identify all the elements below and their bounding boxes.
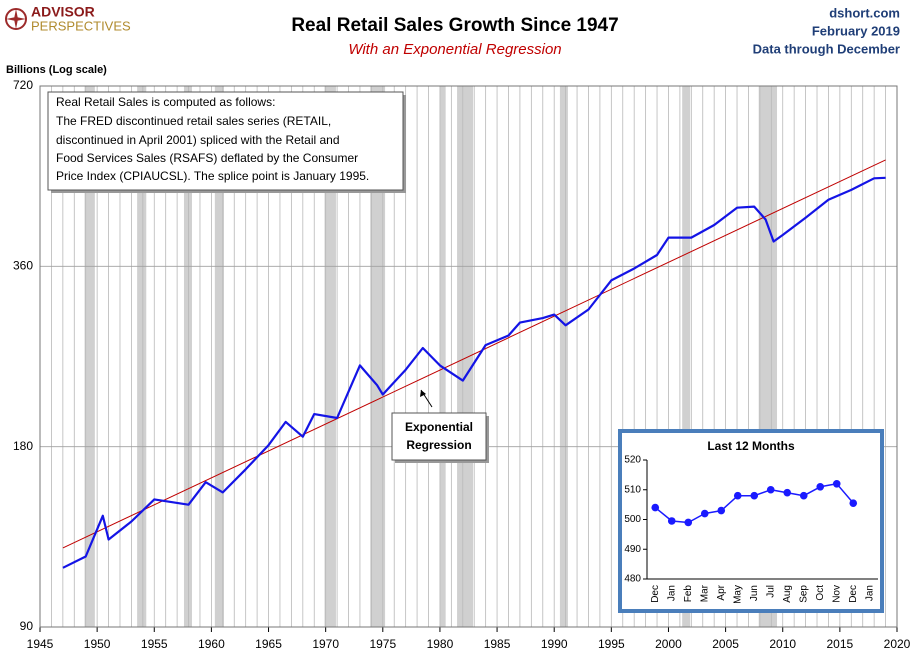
- y-tick-label: 720: [13, 78, 33, 92]
- inset-title: Last 12 Months: [707, 439, 795, 453]
- point: [700, 509, 709, 518]
- y-tick-label: 180: [13, 439, 33, 453]
- plot-frame: [39, 85, 898, 628]
- x-tick-label: Oct: [815, 585, 826, 601]
- series-line: [62, 176, 886, 569]
- x-tick-label: 2000: [655, 637, 682, 651]
- x-tick-label: 2005: [712, 637, 739, 651]
- recession-band: [439, 86, 446, 627]
- x-tick-label: 1965: [255, 637, 282, 651]
- chart-subtitle: With an Exponential Regression: [348, 41, 561, 58]
- x-tick-label: Feb: [683, 585, 694, 603]
- note-box: [47, 91, 404, 191]
- x-tick-label: 1980: [427, 637, 454, 651]
- x-tick-label: Jul: [765, 585, 776, 598]
- point: [684, 518, 693, 527]
- recession-band: [84, 86, 95, 627]
- recession-band: [370, 86, 386, 627]
- y-tick-label: 500: [624, 514, 641, 525]
- logo-top: ADVISOR: [31, 4, 95, 20]
- note-line: Real Retail Sales is computed as follows…: [56, 95, 275, 109]
- logo-bottom: PERSPECTIVES: [31, 18, 131, 33]
- recession-band: [682, 86, 691, 627]
- x-tick-label: Jan: [666, 585, 677, 601]
- x-tick-label: 1985: [484, 637, 511, 651]
- x-tick-label: 2015: [827, 637, 854, 651]
- x-tick-label: 1955: [141, 637, 168, 651]
- point: [651, 503, 660, 512]
- x-tick-label: 2010: [769, 637, 796, 651]
- y-tick-label: 510: [624, 484, 641, 495]
- x-tick-label: Jan: [864, 585, 875, 601]
- inset-frame: [618, 429, 884, 613]
- recession-band: [214, 86, 224, 627]
- point: [783, 488, 792, 497]
- regression-line: [62, 159, 886, 549]
- x-tick-label: Mar: [699, 584, 710, 602]
- overlay: Real Retail Sales is computed as follows…: [47, 91, 884, 613]
- x-tick-label: 1990: [541, 637, 568, 651]
- x-tick-label: 2020: [884, 637, 910, 651]
- point: [750, 491, 759, 500]
- inset-plot: 480 490 500 510 520 Dec Jan Feb Mar Apr May Jun Jul A…: [624, 455, 878, 604]
- x-tick-label: 1970: [312, 637, 339, 651]
- y-tick-label: 360: [13, 259, 33, 273]
- x-tick-label: 1960: [198, 637, 225, 651]
- x-tick-label: Dec: [650, 585, 661, 603]
- annotation-box: [391, 412, 487, 461]
- point: [816, 482, 825, 491]
- point: [766, 485, 775, 494]
- x-tick-label: 1950: [84, 637, 111, 651]
- y-tick-label: 480: [624, 574, 641, 585]
- x-tick-label: Dec: [848, 585, 859, 603]
- x-tick-label: Nov: [831, 585, 842, 603]
- point: [667, 517, 676, 525]
- y-tick-label: 490: [624, 544, 641, 555]
- y-tick-label: 90: [20, 619, 34, 633]
- x-tick-label: 1995: [598, 637, 625, 651]
- x-tick-label: May: [732, 585, 743, 604]
- x-tick-label: Jun: [749, 585, 760, 601]
- y-tick-label: 520: [624, 455, 641, 466]
- date: February 2019: [812, 23, 900, 38]
- x-tick-label: Aug: [782, 585, 793, 603]
- arrow-head: [420, 390, 426, 397]
- annotation-text: Regression: [406, 438, 471, 452]
- recession-band: [559, 86, 568, 627]
- x-tick-label: Apr: [716, 584, 727, 600]
- coverage: Data through December: [753, 41, 900, 56]
- source: dshort.com: [829, 5, 900, 20]
- x-tick-label: 1945: [27, 637, 54, 651]
- chart-title: Real Retail Sales Growth Since 1947: [291, 15, 618, 36]
- logo-star: [6, 9, 26, 29]
- recession-band: [183, 86, 192, 627]
- recession-band: [457, 86, 474, 627]
- point: [733, 491, 742, 500]
- note-line: The FRED discontinued retail sales serie…: [56, 114, 331, 128]
- note-line: discontinued in April 2001) spliced with…: [56, 133, 340, 147]
- point: [799, 491, 808, 500]
- note-line: Food Services Sales (RSAFS) deflated by …: [56, 151, 358, 165]
- x-tick-label: 1975: [369, 637, 396, 651]
- point: [832, 480, 841, 488]
- note-line: Price Index (CPIAUCSL). The splice point…: [56, 169, 369, 183]
- recession-band: [324, 86, 336, 627]
- annotation-text: Exponential: [405, 420, 473, 434]
- point: [717, 506, 726, 515]
- point: [849, 499, 858, 507]
- x-tick-label: Sep: [798, 585, 809, 603]
- y-axis-label: Billions (Log scale): [6, 64, 107, 76]
- recession-band: [137, 86, 147, 627]
